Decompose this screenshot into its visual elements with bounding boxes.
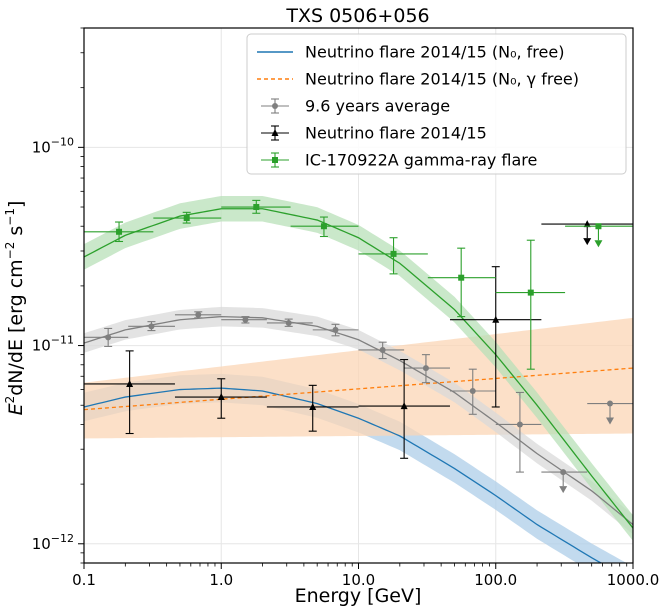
data-marker-circle (242, 316, 249, 323)
data-marker-circle (422, 365, 429, 372)
data-marker-square (272, 157, 278, 163)
x-tick-label: 1000.0 (607, 571, 660, 589)
data-marker-square (595, 223, 602, 230)
legend-label: Neutrino flare 2014/15 (305, 124, 487, 143)
legend-label: Neutrino flare 2014/15 (N₀, free) (305, 43, 564, 62)
data-point (358, 341, 405, 360)
data-point (266, 318, 313, 327)
upper-limit-arrow (583, 238, 592, 246)
data-point (565, 223, 633, 248)
upper-limit-arrow (606, 417, 615, 425)
y-tick-label: 10−11 (32, 334, 74, 355)
y-axis-label-rest: dN/dE [erg cm (5, 259, 27, 395)
model-curve-0 (84, 387, 603, 563)
data-marker-square (183, 215, 190, 222)
data-point (221, 199, 291, 214)
legend: Neutrino flare 2014/15 (N₀, free) Neutrin… (246, 33, 627, 175)
data-marker-triangle (271, 129, 279, 136)
upper-limit-arrow (594, 240, 603, 248)
y-axis-label-exp: 2 (3, 396, 17, 404)
data-point (495, 391, 542, 473)
data-point (266, 384, 359, 432)
legend-entry: 9.6 years average (261, 97, 450, 116)
y-axis-label-mid: s (5, 226, 27, 242)
model-band-2 (84, 306, 633, 535)
legend-entry: Neutrino flare 2014/15 (261, 124, 487, 143)
data-point (84, 221, 154, 243)
data-point (174, 311, 222, 319)
data-marker-circle (469, 387, 476, 394)
data-marker-triangle (309, 402, 317, 410)
data-point (358, 237, 428, 275)
y-axis-label-end: ] (5, 201, 27, 208)
y-axis-label-main: E (5, 403, 27, 415)
data-marker-circle (607, 400, 614, 407)
data-marker-square (527, 289, 534, 296)
data-point (541, 220, 633, 246)
data-marker-square (458, 274, 465, 281)
model-curve-1 (84, 367, 633, 411)
legend-label: IC-170922A gamma-ray flare (305, 151, 537, 170)
model-curves (84, 208, 633, 563)
data-point (495, 239, 566, 370)
data-point (174, 378, 267, 419)
data-point (449, 266, 542, 408)
legend-label: Neutrino flare 2014/15 (N₀, γ free) (305, 70, 579, 89)
data-marker-circle (272, 103, 278, 109)
legend-label: 9.6 years average (305, 97, 450, 116)
data-point (449, 368, 496, 415)
legend-box (246, 33, 627, 175)
legend-entry: Neutrino flare 2014/15 (N₀, free) (257, 43, 564, 62)
x-tick-label: 1.0 (209, 571, 233, 589)
data-point (290, 216, 359, 238)
data-point (221, 316, 267, 324)
legend-entry: IC-170922A gamma-ray flare (261, 151, 537, 170)
data-marker-circle (332, 326, 339, 333)
y-axis-label-exp2: −2 (3, 242, 17, 260)
data-point (128, 321, 175, 332)
data-marker-square (253, 204, 260, 211)
data-point (358, 359, 450, 459)
data-marker-triangle (217, 393, 225, 401)
y-axis-label-exp3: −1 (3, 208, 17, 226)
y-tick-label: 10−12 (32, 532, 74, 553)
data-point (587, 400, 633, 425)
model-curve-2 (84, 315, 633, 526)
data-marker-circle (195, 311, 202, 318)
data-marker-circle (560, 469, 567, 476)
data-marker-triangle (583, 220, 591, 228)
data-point (84, 350, 175, 435)
data-marker-square (390, 250, 397, 257)
data-point (312, 323, 359, 337)
data-marker-triangle (126, 379, 134, 387)
data-points (84, 199, 633, 494)
data-point (427, 247, 496, 318)
chart-title: TXS 0506+056 (285, 5, 429, 27)
data-marker-triangle (400, 402, 408, 410)
legend-entry: Neutrino flare 2014/15 (N₀, γ free) (257, 70, 579, 89)
data-marker-circle (285, 319, 292, 326)
data-marker-circle (516, 421, 523, 428)
data-marker-triangle (492, 315, 500, 323)
y-axis-label: E2dN/dE [erg cm−2 s−1] (3, 201, 27, 416)
x-tick-label: 100.0 (474, 571, 517, 589)
data-marker-circle (148, 323, 155, 330)
x-axis-label: Energy [GeV] (295, 585, 422, 607)
x-tick-label: 10.0 (342, 571, 375, 589)
data-marker-circle (379, 346, 386, 353)
data-point (404, 354, 450, 384)
data-point (84, 327, 129, 347)
data-point (153, 211, 222, 224)
axis-ticks: 0.1 1.0 10.0 100.0 1000.0 10−12 10−11 10−10 (32, 27, 660, 589)
data-marker-square (320, 223, 327, 230)
x-tick-label: 0.1 (72, 571, 96, 589)
data-marker-square (116, 228, 123, 235)
data-point (541, 469, 588, 494)
upper-limit-arrow (559, 486, 568, 494)
y-tick-label: 10−10 (32, 135, 74, 156)
data-marker-circle (105, 334, 112, 341)
